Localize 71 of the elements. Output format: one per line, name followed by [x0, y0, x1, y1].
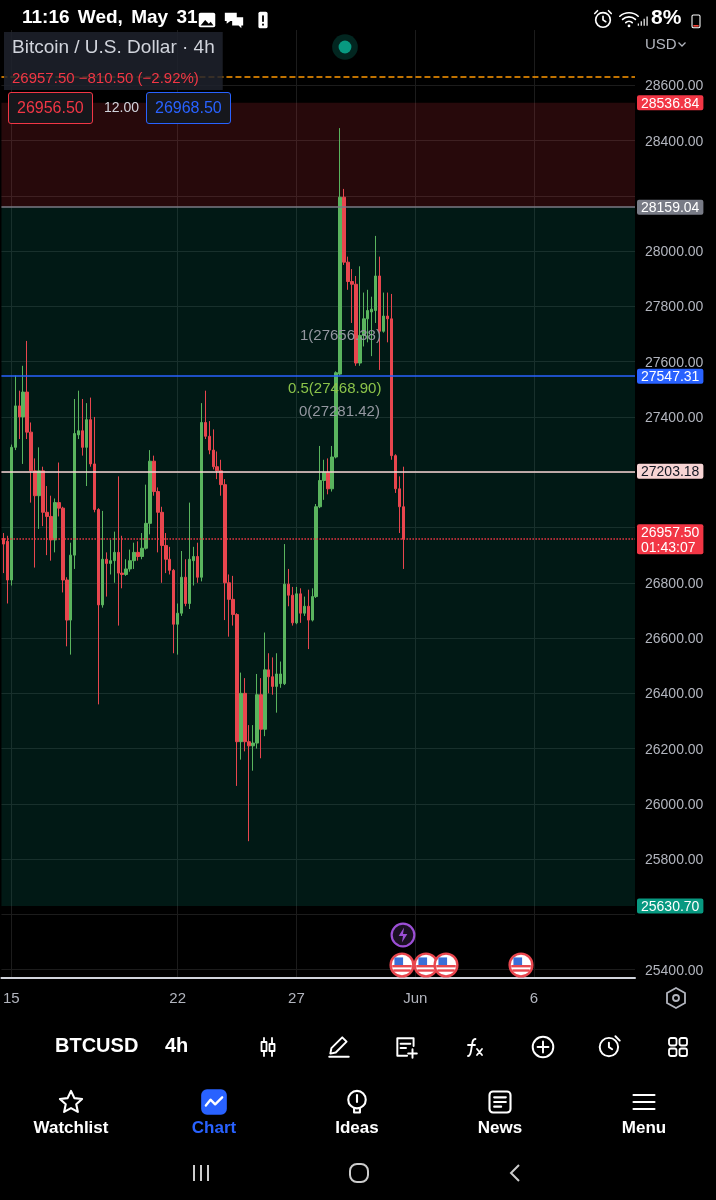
text: BTCUSD	[55, 1034, 139, 1057]
candlestick	[105, 551, 108, 598]
candlestick	[402, 466, 405, 570]
candlestick	[113, 531, 116, 584]
x-tick-label: Jun	[403, 989, 428, 1006]
text: Ideas	[335, 1118, 379, 1138]
band-label: 25630.70	[641, 897, 700, 914]
text: Chart	[191, 1118, 237, 1138]
ref-line-label: 27203.18	[641, 463, 700, 480]
y-tick-label: 28000.00	[645, 243, 704, 260]
y-tick-label: 28400.00	[645, 132, 704, 149]
y-tick-label: 27800.00	[645, 298, 704, 315]
y-tick-label: 27400.00	[645, 408, 704, 425]
candlestick	[275, 652, 278, 714]
candlestick	[117, 475, 120, 627]
candlestick	[6, 535, 9, 604]
y-tick-label: 26600.00	[645, 630, 704, 647]
candlestick	[196, 542, 199, 584]
candlestick	[239, 672, 243, 761]
annotation: 12.00	[104, 99, 140, 115]
candlestick	[18, 390, 21, 440]
candlestick	[303, 596, 306, 617]
text: Watchlist	[33, 1118, 109, 1138]
text: USD	[645, 35, 677, 52]
band-label: 28536.84	[641, 94, 700, 111]
text: News	[477, 1118, 523, 1138]
y-tick-label: 25400.00	[645, 961, 704, 978]
candlestick	[259, 677, 263, 759]
y-tick-label: 26200.00	[645, 740, 704, 757]
chart-title: Bitcoin / U.S. Dollar · 4h	[12, 36, 215, 57]
candlestick	[295, 586, 298, 625]
text: 26957.50 −810.50 (−2.92%)	[12, 69, 199, 86]
candlestick	[37, 446, 41, 530]
text: 4h	[165, 1034, 189, 1057]
x-tick-label: 27	[288, 989, 305, 1006]
y-tick-label: 26000.00	[645, 795, 704, 812]
candlestick	[85, 402, 88, 487]
candlestick	[378, 256, 381, 371]
x-tick-label: 6	[529, 989, 539, 1006]
y-tick-label: 25800.00	[645, 851, 704, 868]
candlestick	[188, 502, 191, 610]
y-tick-label: 26400.00	[645, 685, 704, 702]
candlestick	[271, 656, 274, 696]
y-tick-label: 27600.00	[645, 353, 704, 370]
text: 11:16 Wed, May 31	[22, 6, 198, 28]
candlestick	[263, 632, 267, 737]
y-tick-label: 26800.00	[645, 574, 704, 591]
candlestick	[184, 558, 187, 607]
text: 8%	[651, 5, 682, 29]
ref-line-label: 27547.31	[641, 368, 700, 385]
x-tick-label: 22	[169, 989, 186, 1006]
candlestick	[132, 542, 136, 570]
candlestick	[299, 587, 302, 624]
candlestick	[101, 510, 104, 609]
candlestick	[136, 540, 140, 562]
annotation: 26956.50	[8, 92, 93, 124]
annotation: 26968.50	[146, 92, 231, 124]
candlestick	[382, 292, 385, 334]
candlestick	[21, 365, 25, 465]
text: Menu	[621, 1118, 667, 1138]
candlestick	[307, 589, 310, 650]
candlestick	[326, 457, 330, 495]
y-tick-label: 28600.00	[645, 77, 704, 94]
ref-line-label: 26957.50 01:43:07	[641, 523, 700, 555]
candlestick	[200, 402, 203, 582]
candlestick	[267, 652, 270, 694]
x-tick-label: 15	[3, 989, 20, 1006]
candlestick	[283, 543, 286, 686]
candlestick	[53, 497, 57, 553]
ref-line-label: 28159.04	[641, 199, 700, 216]
candlestick	[81, 398, 84, 457]
